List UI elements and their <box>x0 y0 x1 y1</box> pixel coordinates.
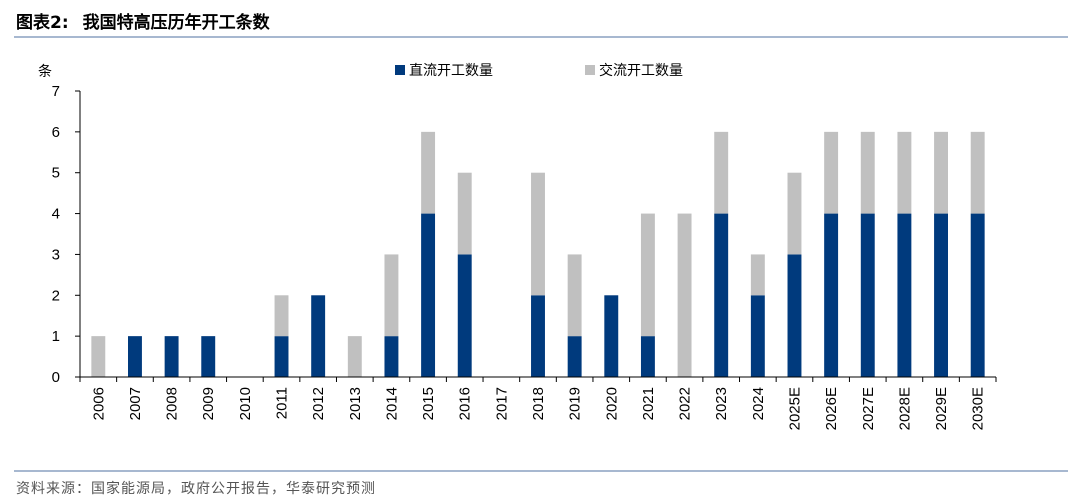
header-rule <box>14 36 1068 38</box>
figure-header: 图表2: 我国特高压历年开工条数 <box>0 0 1080 40</box>
bar-ac-2029E <box>934 131 948 214</box>
bar-ac-2024 <box>750 254 765 296</box>
figure-label: 图表2: <box>16 13 69 33</box>
x-tick-label-2023: 2023 <box>713 387 730 420</box>
bar-dc-2008 <box>164 336 179 377</box>
x-tick-label-2007: 2007 <box>127 387 144 420</box>
bar-dc-2011 <box>274 336 289 377</box>
bar-dc-2015 <box>421 213 436 377</box>
x-tick-label-2021: 2021 <box>640 387 657 420</box>
x-tick-label-2013: 2013 <box>347 387 364 420</box>
bar-chart: 条 直流开工数量 交流开工数量 0 1 2 3 4 5 6 7 2006 2007 2008 2009 2… <box>38 62 997 430</box>
x-tick-label-2011: 2011 <box>274 387 291 419</box>
bars-group <box>91 131 985 377</box>
x-tick-label-2015: 2015 <box>420 387 437 420</box>
x-tick-label-2028E: 2028E <box>896 387 913 430</box>
bar-ac-2014 <box>384 254 399 337</box>
x-tick-label-2010: 2010 <box>237 387 254 420</box>
bar-ac-2030E <box>970 131 985 214</box>
bar-dc-2028E <box>897 213 912 377</box>
bar-ac-2016 <box>457 172 472 255</box>
legend-label-ac: 交流开工数量 <box>599 62 683 79</box>
bar-dc-2018 <box>531 295 545 377</box>
legend-swatch-ac <box>585 65 595 75</box>
bar-ac-2023 <box>714 131 729 214</box>
x-tick-label-2019: 2019 <box>567 387 584 420</box>
figure-title-text: 我国特高压历年开工条数 <box>82 13 270 33</box>
legend-label-dc: 直流开工数量 <box>409 62 493 79</box>
bar-ac-2018 <box>531 172 545 296</box>
bar-ac-2013 <box>347 336 362 377</box>
x-tick-label-2006: 2006 <box>90 387 107 420</box>
bar-dc-2016 <box>457 254 472 377</box>
x-tick-label-2017: 2017 <box>493 387 510 420</box>
bar-ac-2026E <box>824 131 839 214</box>
bar-ac-2006 <box>91 336 106 377</box>
bar-ac-2027E <box>860 131 875 214</box>
y-tick-label-3: 3 <box>52 246 60 263</box>
bar-dc-2020 <box>604 295 619 377</box>
y-tick-label-7: 7 <box>52 83 60 100</box>
y-tick-label-6: 6 <box>52 124 60 141</box>
x-tick-label-2022: 2022 <box>677 387 694 420</box>
figure-title: 图表2: 我国特高压历年开工条数 <box>16 8 270 33</box>
x-tick-label-2020: 2020 <box>603 387 620 420</box>
bar-dc-2012 <box>311 295 326 377</box>
y-axis-unit-label: 条 <box>38 63 52 80</box>
bar-dc-2009 <box>201 336 216 377</box>
x-tick-label-2016: 2016 <box>457 387 474 420</box>
bar-ac-2021 <box>640 213 655 337</box>
x-tick-label-2030E: 2030E <box>970 387 987 430</box>
bar-dc-2025E <box>787 254 802 377</box>
x-tick-label-2012: 2012 <box>310 387 327 420</box>
bar-dc-2007 <box>128 336 142 377</box>
bar-dc-2023 <box>714 213 729 377</box>
bar-dc-2027E <box>860 213 875 377</box>
bar-ac-2028E <box>897 131 912 214</box>
bar-ac-2025E <box>787 172 802 255</box>
legend: 直流开工数量 交流开工数量 <box>395 62 683 79</box>
x-tick-label-2027E: 2027E <box>860 387 877 430</box>
x-tick-label-2025E: 2025E <box>786 387 803 430</box>
bar-dc-2014 <box>384 336 399 377</box>
x-tick-label-2008: 2008 <box>164 387 181 420</box>
bar-dc-2029E <box>934 213 948 377</box>
bar-ac-2011 <box>274 295 289 337</box>
axes-group: 0 1 2 3 4 5 6 7 2006 2007 2008 2009 2010 2011 2012 2013… <box>52 83 997 430</box>
y-tick-label-0: 0 <box>52 369 60 386</box>
source-note: 资料来源：国家能源局，政府公开报告，华泰研究预测 <box>16 481 376 497</box>
bar-ac-2022 <box>677 213 692 377</box>
bar-dc-2030E <box>970 213 985 377</box>
x-tick-label-2014: 2014 <box>383 387 400 420</box>
x-tick-label-2018: 2018 <box>530 387 547 420</box>
footer-rule <box>14 470 1068 472</box>
bar-dc-2026E <box>824 213 839 377</box>
bar-dc-2021 <box>640 336 655 377</box>
y-tick-label-1: 1 <box>52 328 60 345</box>
x-tick-label-2009: 2009 <box>200 387 217 420</box>
y-tick-label-4: 4 <box>52 206 60 223</box>
legend-swatch-dc <box>395 65 405 75</box>
x-tick-label-2024: 2024 <box>750 387 767 420</box>
bar-dc-2019 <box>567 336 582 377</box>
y-tick-label-5: 5 <box>52 165 60 182</box>
bar-ac-2019 <box>567 254 582 337</box>
bar-dc-2024 <box>750 295 765 377</box>
x-tick-label-2026E: 2026E <box>823 387 840 430</box>
bar-ac-2015 <box>421 131 436 214</box>
x-tick-label-2029E: 2029E <box>933 387 950 430</box>
y-tick-label-2: 2 <box>52 287 60 304</box>
